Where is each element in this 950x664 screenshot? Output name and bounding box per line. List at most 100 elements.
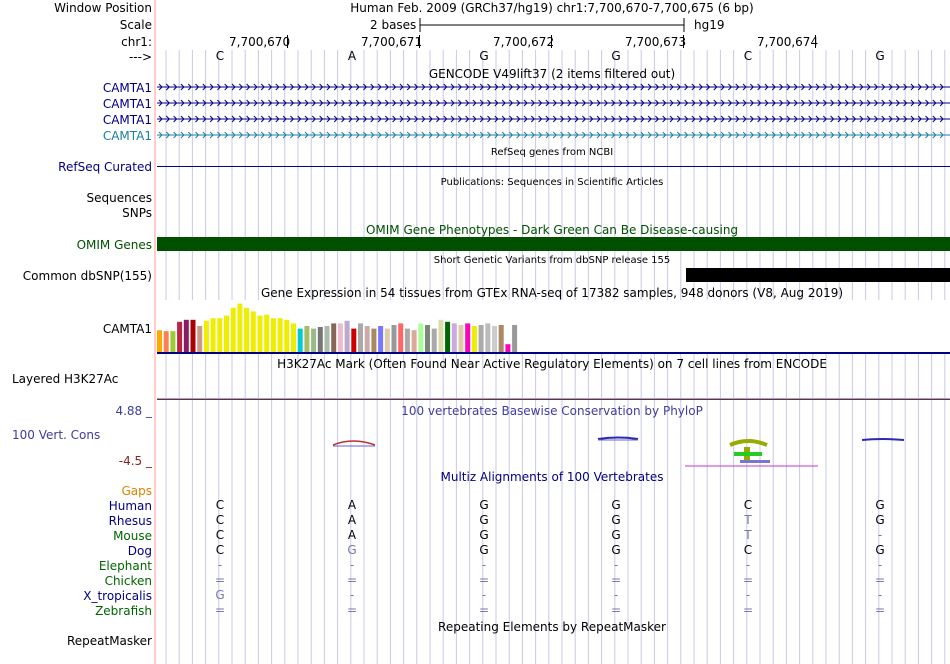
multiz-species-label[interactable]: Human [108,499,152,513]
multiz-base: G [479,528,489,542]
ruler-position: 7,700,670 [229,35,291,49]
omim-label[interactable]: OMIM Genes [76,238,152,252]
multiz-base: C [215,498,225,512]
ruler-tick [683,35,684,48]
gtex-tissue-bar [177,321,183,352]
gtex-tissue-bar [398,323,404,352]
conservation-title: 100 vertebrates Basewise Conservation by… [401,404,703,418]
gencode-track-label-4[interactable]: CAMTA1 [102,129,152,143]
gencode-strand-arrows [158,99,944,107]
gtex-tissue-bar [404,328,410,352]
ruler-tick [287,35,288,48]
dbsnp-variant-bar[interactable] [686,268,950,282]
ruler-position: 7,700,674 [757,35,819,49]
h3k27ac-signal-orange [157,398,950,399]
gtex-tissue-bar [471,326,477,352]
multiz-base: - [877,558,883,572]
ruler-base: G [479,49,489,63]
gtex-expression-bars[interactable] [157,300,557,352]
refseq-label[interactable]: RefSeq Curated [58,160,152,174]
publications-snps-label[interactable]: SNPs [122,206,152,220]
omim-phenotype-bar[interactable] [157,237,950,251]
gtex-tissue-bar [190,319,196,352]
scale-bar [419,18,685,32]
multiz-species-label[interactable]: Rhesus [108,514,152,528]
publications-sequences-label[interactable]: Sequences [86,191,152,205]
gtex-tissue-bar [304,326,310,352]
multiz-base: G [875,498,885,512]
gtex-tissue-bar [512,325,518,352]
multiz-gaps-label[interactable]: Gaps [121,484,152,498]
multiz-base: = [610,603,622,617]
gtex-tissue-bar [378,326,384,352]
multiz-base: G [611,498,621,512]
multiz-base: - [613,588,619,602]
multiz-species-label[interactable]: X_tropicalis [83,589,152,603]
gtex-tissue-bar [317,327,323,352]
gtex-tissue-bar [264,314,270,352]
conservation-label[interactable]: 100 Vert. Cons [12,428,101,442]
multiz-base: = [214,573,226,587]
gtex-tissue-bar [391,325,397,352]
gtex-tissue-bar [331,323,337,352]
gencode-strand-arrows [158,115,944,123]
gtex-tissue-bar [492,326,497,352]
gtex-tissue-bar [291,323,296,352]
multiz-species-label[interactable]: Elephant [98,559,152,573]
scale-db: hg19 [694,18,725,32]
multiz-base: G [479,513,489,527]
conservation-logo-c [729,439,768,447]
gencode-transcripts[interactable] [157,80,950,142]
gencode-track-label-3[interactable]: CAMTA1 [102,113,152,127]
gtex-tissue-bar [351,328,357,352]
gtex-tissue-bar [170,331,176,352]
gtex-label[interactable]: CAMTA1 [102,322,152,336]
multiz-base: = [742,603,754,617]
multiz-title: Multiz Alignments of 100 Vertebrates [440,470,664,484]
gencode-strand-arrows [158,131,944,139]
gtex-tissue-bar [458,325,464,352]
multiz-base: = [874,573,886,587]
h3k27ac-title: H3K27Ac Mark (Often Found Near Active Re… [277,357,827,371]
multiz-species-label[interactable]: Mouse [113,529,152,543]
multiz-base: G [479,543,489,557]
conservation-plot[interactable] [157,430,950,470]
multiz-base: - [877,588,883,602]
multiz-base: - [349,558,355,572]
multiz-base: = [346,603,358,617]
window-position-label: Window Position [54,1,152,15]
gtex-tissue-bar [297,328,303,352]
gtex-tissue-bar [203,320,209,352]
gtex-tissue-bar [250,311,256,352]
gtex-tissue-bar [270,318,276,352]
multiz-base: C [743,498,753,512]
conservation-max-label: 4.88 _ [115,404,152,418]
conservation-logo-t [734,452,762,456]
h3k27ac-label[interactable]: Layered H3K27Ac [12,372,119,386]
gtex-tissue-bar [344,320,350,352]
refseq-gene-line[interactable] [157,166,950,167]
omim-title: OMIM Gene Phenotypes - Dark Green Can Be… [365,223,739,237]
dbsnp-label[interactable]: Common dbSNP(155) [22,269,152,283]
gtex-tissue-bar [197,326,203,352]
multiz-base: C [215,543,225,557]
gencode-track-label-2[interactable]: CAMTA1 [102,97,152,111]
chr-label: chr1: [121,35,152,49]
multiz-species-label[interactable]: Chicken [104,574,152,588]
gtex-tissue-bar [485,323,491,352]
strand-label: ---> [128,50,152,64]
multiz-base: G [611,528,621,542]
multiz-base: C [215,528,225,542]
gtex-tissue-bar [438,319,444,352]
gtex-tissue-bar [324,326,330,352]
multiz-base: = [874,603,886,617]
gtex-tissue-bar [384,328,390,352]
gtex-tissue-bar [371,328,377,352]
repeatmasker-label[interactable]: RepeatMasker [66,634,152,648]
gtex-tissue-bar [425,325,430,352]
gtex-tissue-bar [431,328,437,352]
gencode-track-label-1[interactable]: CAMTA1 [102,81,152,95]
multiz-species-label[interactable]: Zebrafish [95,604,152,618]
multiz-species-label[interactable]: Dog [127,544,152,558]
repeatmasker-title: Repeating Elements by RepeatMasker [438,620,666,634]
